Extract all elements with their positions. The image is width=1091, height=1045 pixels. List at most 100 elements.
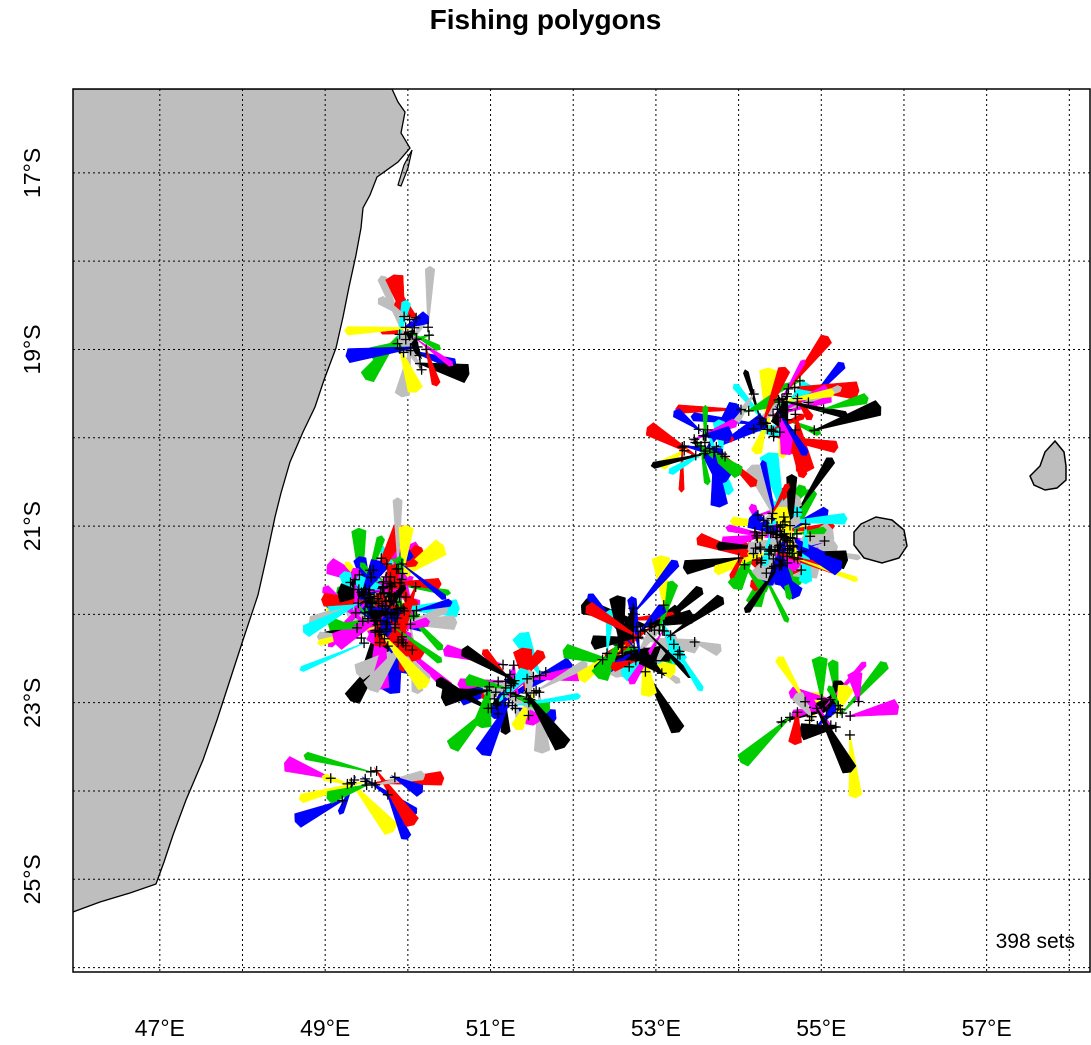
set-marker <box>400 322 411 333</box>
x-tick-label: 53°E <box>631 1015 681 1041</box>
set-marker <box>825 694 836 705</box>
madagascar-landmass <box>73 89 411 913</box>
set-marker <box>782 414 793 425</box>
set-marker <box>756 555 767 566</box>
set-marker <box>800 519 811 530</box>
set-marker <box>398 637 409 648</box>
set-marker <box>752 510 763 521</box>
set-marker <box>364 565 375 576</box>
fishing-polygon <box>743 557 786 613</box>
set-marker <box>796 546 807 557</box>
set-marker <box>353 598 364 609</box>
set-marker <box>376 553 387 564</box>
mauritius-island <box>1029 439 1067 491</box>
set-marker <box>361 780 372 791</box>
set-marker <box>392 338 403 349</box>
fishing-polygon <box>792 526 827 535</box>
set-marker <box>656 668 667 679</box>
set-marker <box>382 789 393 800</box>
set-marker <box>787 548 798 559</box>
set-marker <box>766 424 777 435</box>
set-marker <box>693 424 704 435</box>
set-marker <box>366 597 377 608</box>
fishing-polygon <box>398 561 447 600</box>
plot-frame <box>72 88 1091 973</box>
set-marker <box>758 417 769 428</box>
fishing-polygon <box>667 594 725 638</box>
set-marker <box>369 591 380 602</box>
y-tick-label: 19°S <box>19 324 45 374</box>
fishing-polygon <box>788 708 802 746</box>
set-marker <box>761 521 772 532</box>
set-marker <box>370 779 381 790</box>
set-marker <box>617 648 628 659</box>
set-marker <box>825 720 836 731</box>
set-marker <box>782 404 793 415</box>
set-marker <box>763 546 774 557</box>
set-marker <box>394 591 405 602</box>
set-marker <box>782 558 793 569</box>
set-marker <box>371 765 382 776</box>
set-marker <box>772 542 783 553</box>
set-marker <box>509 675 520 686</box>
set-marker <box>803 397 814 408</box>
set-marker <box>640 666 651 677</box>
set-marker <box>491 699 502 710</box>
set-marker <box>481 685 492 696</box>
set-marker <box>790 424 801 435</box>
fishing-polygon <box>348 779 399 836</box>
set-marker <box>750 543 761 554</box>
map-title: Fishing polygons <box>429 4 662 35</box>
set-marker <box>411 312 422 323</box>
set-marker <box>767 508 778 519</box>
set-marker <box>646 621 657 632</box>
set-marker <box>651 655 662 666</box>
set-marker <box>378 582 389 593</box>
set-marker <box>407 328 418 339</box>
fishing-polygon <box>461 645 519 683</box>
set-marker <box>785 520 796 531</box>
set-marker <box>818 404 829 415</box>
fishing-polygon <box>345 346 422 364</box>
set-marker <box>613 640 624 651</box>
fishing-polygon <box>412 598 453 612</box>
set-marker <box>748 423 759 434</box>
set-marker <box>493 708 504 719</box>
set-marker <box>835 704 846 715</box>
fishing-polygon <box>377 628 431 691</box>
set-marker <box>531 685 542 696</box>
set-marker <box>772 404 783 415</box>
set-marker <box>361 596 372 607</box>
set-marker <box>404 314 415 325</box>
fishing-polygon <box>360 331 403 383</box>
set-marker <box>423 322 434 333</box>
set-marker <box>792 707 803 718</box>
set-marker <box>777 406 788 417</box>
fishing-polygon <box>424 265 436 332</box>
set-marker <box>498 689 509 700</box>
set-marker <box>765 526 776 537</box>
set-marker <box>394 343 405 354</box>
set-marker <box>411 334 422 345</box>
fishing-polygon <box>700 442 711 486</box>
fishing-polygon <box>795 394 814 421</box>
set-marker <box>658 600 669 611</box>
x-tick-label: 49°E <box>300 1015 350 1041</box>
fishing-polygon <box>761 366 791 427</box>
set-marker <box>811 703 822 714</box>
set-marker <box>779 516 790 527</box>
set-marker <box>696 440 707 451</box>
set-marker <box>674 646 685 657</box>
set-marker <box>505 687 516 698</box>
set-marker <box>337 795 348 806</box>
set-marker <box>633 632 644 643</box>
fishing-polygon <box>645 422 700 458</box>
set-marker <box>658 619 669 630</box>
set-marker <box>493 697 504 708</box>
set-marker <box>624 661 635 672</box>
set-marker <box>396 574 407 585</box>
set-marker <box>761 568 772 579</box>
set-marker <box>409 322 420 333</box>
set-marker <box>748 389 759 400</box>
set-marker <box>778 511 789 522</box>
